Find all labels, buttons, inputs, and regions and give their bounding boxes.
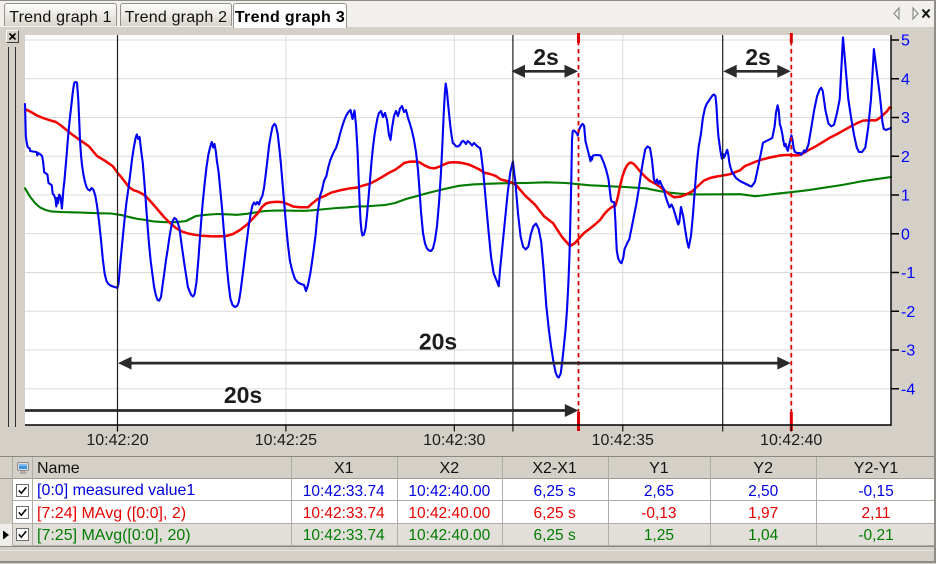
svg-text:0: 0: [901, 226, 910, 243]
svg-text:-1: -1: [901, 265, 915, 282]
svg-text:10:42:20: 10:42:20: [86, 432, 148, 449]
svg-text:20s: 20s: [419, 329, 457, 355]
svg-text:1: 1: [901, 188, 910, 205]
svg-text:3: 3: [901, 110, 910, 127]
svg-text:10:42:40: 10:42:40: [760, 432, 822, 449]
svg-text:10:42:35: 10:42:35: [592, 432, 654, 449]
svg-text:-4: -4: [901, 381, 915, 398]
svg-text:10:42:30: 10:42:30: [423, 432, 485, 449]
svg-text:5: 5: [901, 33, 910, 50]
svg-text:20s: 20s: [224, 382, 262, 408]
svg-text:4: 4: [901, 71, 910, 88]
svg-text:-3: -3: [901, 343, 915, 360]
svg-text:-2: -2: [901, 304, 915, 321]
svg-text:2: 2: [901, 149, 910, 166]
svg-text:2s: 2s: [533, 44, 559, 70]
svg-text:10:42:25: 10:42:25: [255, 432, 317, 449]
svg-text:2s: 2s: [745, 44, 771, 70]
